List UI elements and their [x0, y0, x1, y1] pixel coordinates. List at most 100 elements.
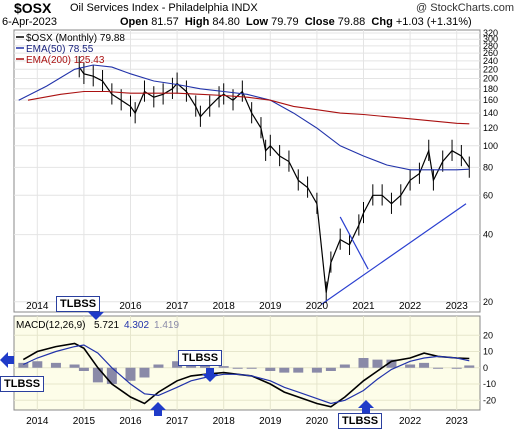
low-value: 79.79	[271, 16, 299, 28]
macd-histogram-bar	[358, 358, 369, 368]
chart-symbol: $OSX	[14, 0, 52, 16]
macd-histogram-bar	[125, 367, 136, 381]
arrow-icon	[358, 400, 374, 414]
close-label: Close	[304, 16, 335, 28]
price-x-tick: 2020	[306, 301, 329, 312]
open-value: 81.57	[151, 16, 179, 28]
price-y-tick: 200	[483, 74, 498, 84]
macd-histogram-bar	[311, 367, 322, 373]
macd-histogram-bar	[246, 367, 257, 369]
macd-histogram-bar	[106, 367, 117, 384]
price-y-tick: 20	[483, 297, 493, 307]
macd-x-tick: 2014	[26, 416, 49, 427]
macd-legend-v1: 5.721	[94, 320, 119, 331]
price-x-tick: 2022	[399, 301, 422, 312]
high-label: High	[184, 16, 210, 28]
macd-histogram-bar	[293, 367, 304, 373]
chg-label: Chg	[371, 16, 393, 28]
macd-histogram-bar	[69, 364, 80, 368]
close-value: 79.88	[337, 16, 366, 28]
macd-y-tick: -20	[483, 395, 496, 405]
macd-histogram-bar	[172, 361, 183, 368]
stockcharts-credit[interactable]: @ StockCharts.com	[416, 2, 514, 14]
price-y-tick-labels: 20 40 60 80 100 120 140 16018020022024026028030…	[483, 28, 498, 307]
price-y-tick: 320	[483, 28, 498, 38]
macd-x-tick: 2018	[213, 416, 236, 427]
price-legend: $OSX (Monthly) 79.88 EMA(50) 78.55 EMA(2…	[16, 33, 125, 66]
macd-histogram-bar	[372, 359, 383, 368]
price-series-group	[18, 56, 470, 305]
trendline	[321, 203, 467, 305]
macd-x-tick: 2023	[446, 416, 469, 427]
macd-legend-label: MACD(12,26,9)	[16, 320, 85, 331]
macd-x-tick: 2015	[73, 416, 96, 427]
macd-x-tick: 2016	[119, 416, 142, 427]
price-y-tick: 260	[483, 48, 498, 58]
tlbss-callout-4: TLBSS	[338, 413, 383, 429]
tlbss-callout-3: TLBSS	[178, 350, 223, 366]
legend-ema50: EMA(50) 78.55	[26, 44, 94, 55]
macd-x-tick: 2020	[306, 416, 329, 427]
macd-x-tick: 2022	[399, 416, 422, 427]
price-x-tick: 2014	[26, 301, 49, 312]
macd-series-group	[18, 342, 475, 408]
ema200-line	[27, 90, 470, 125]
ohlc-readout: Open 81.57 High 84.80 Low 79.79 Close 79…	[120, 16, 472, 28]
arrow-icon	[0, 352, 14, 368]
quote-date: 6-Apr-2023	[2, 16, 58, 28]
legend-price: $OSX (Monthly) 79.88	[26, 33, 125, 44]
price-y-tick: 220	[483, 64, 498, 74]
macd-histogram-bar	[78, 367, 89, 371]
macd-histogram-bar	[451, 367, 462, 369]
price-y-tick: 300	[483, 34, 498, 44]
arrow-icon	[150, 402, 166, 416]
macd-legend-v3: 1.419	[154, 320, 179, 331]
macd-histogram-bar	[139, 367, 150, 378]
macd-histogram-bar	[325, 367, 336, 371]
macd-histogram-bar	[265, 367, 276, 371]
macd-histogram-bar	[419, 362, 430, 368]
price-line	[78, 66, 470, 293]
macd-histogram-bar	[153, 364, 164, 368]
legend-ema200: EMA(200) 125.43	[26, 55, 105, 66]
price-y-tick: 140	[483, 108, 498, 118]
macd-y-tick-labels: -20 -10 0 10 20	[483, 330, 496, 405]
price-y-tick: 80	[483, 162, 493, 172]
price-y-tick: 40	[483, 230, 493, 240]
macd-y-tick: 10	[483, 347, 493, 357]
low-label: Low	[246, 16, 269, 28]
chart-title: Oil Services Index - Philadelphia INDX	[70, 2, 258, 14]
macd-panel	[13, 315, 481, 411]
ema50-line	[18, 64, 470, 171]
price-y-tick: 280	[483, 41, 498, 51]
macd-histogram-bar	[433, 367, 444, 369]
macd-legend-v2: 4.302	[124, 320, 149, 331]
price-y-tick: 60	[483, 190, 493, 200]
price-x-tick: 2021	[352, 301, 375, 312]
price-y-tick: 100	[483, 141, 498, 151]
macd-x-tick: 2017	[166, 416, 189, 427]
macd-x-tick: 2019	[259, 416, 282, 427]
macd-histogram-bar	[50, 362, 61, 368]
chg-value: +1.03 (+1.31%)	[395, 16, 472, 28]
macd-histogram-bar	[200, 364, 211, 368]
price-x-tick: 2019	[259, 301, 282, 312]
price-y-tick: 120	[483, 123, 498, 133]
macd-y-tick: 20	[483, 330, 493, 340]
price-y-tick: 240	[483, 56, 498, 66]
arrow-icon	[202, 368, 218, 382]
macd-histogram-bar	[32, 361, 43, 368]
macd-histogram-bar	[232, 367, 243, 369]
macd-histogram-bar	[386, 359, 397, 368]
tlbss-callout-1: TLBSS	[0, 376, 45, 392]
bottom-x-tick-labels: 2014201520162017201820192020202120222023	[26, 416, 468, 427]
price-y-tick: 160	[483, 95, 498, 105]
price-x-tick: 2017	[166, 301, 189, 312]
price-x-tick: 2023	[446, 301, 469, 312]
price-panel	[13, 29, 481, 313]
macd-histogram-bar	[339, 364, 350, 368]
macd-histogram-bar	[464, 365, 475, 368]
macd-histogram-bar	[92, 367, 103, 383]
price-x-tick: 2018	[213, 301, 236, 312]
macd-y-tick: 0	[483, 363, 488, 373]
